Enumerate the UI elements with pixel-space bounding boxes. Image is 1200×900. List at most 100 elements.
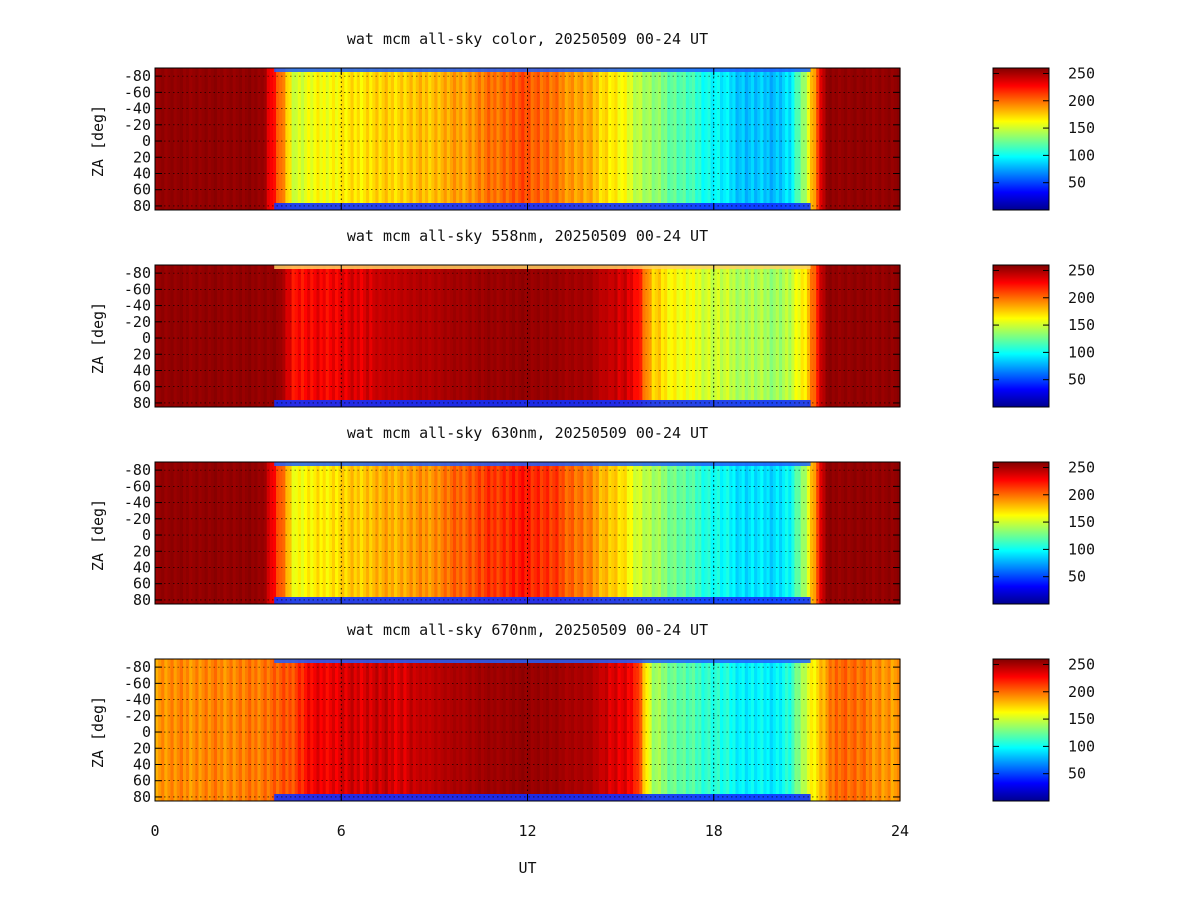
heatmap-column <box>589 462 594 604</box>
heatmap-column <box>688 68 693 210</box>
heatmap-column <box>546 265 550 407</box>
heatmap-column <box>692 659 696 801</box>
heatmap-column <box>238 68 243 210</box>
heatmap-column <box>797 462 802 604</box>
heatmap-column <box>456 68 460 210</box>
heatmap-column <box>716 68 721 210</box>
heatmap-column <box>598 659 603 801</box>
heatmap-column <box>598 265 603 407</box>
heatmap-column <box>825 265 830 407</box>
heatmap-column <box>468 659 473 801</box>
heatmap-column <box>583 659 588 801</box>
heatmap-column <box>369 659 373 801</box>
heatmap-column <box>887 68 892 210</box>
heatmap-column <box>617 462 622 604</box>
heatmap-column <box>614 462 619 604</box>
heatmap-column <box>881 659 886 801</box>
heatmap-column <box>397 265 401 407</box>
heatmap-column <box>446 68 451 210</box>
heatmap-column <box>859 68 864 210</box>
heatmap-column <box>769 462 774 604</box>
heatmap-column <box>198 68 203 210</box>
heatmap-column <box>660 462 665 604</box>
heatmap-column <box>179 68 184 210</box>
heatmap-column <box>664 265 668 407</box>
heatmap-column <box>747 659 752 801</box>
y-tick-label: -20 <box>124 510 151 528</box>
heatmap-column <box>164 462 169 604</box>
heatmap-column <box>493 462 498 604</box>
panel-1: wat mcm all-sky color, 20250509 00-24 UT… <box>89 30 1095 215</box>
heatmap-column <box>719 265 724 407</box>
heatmap-column <box>813 462 817 604</box>
heatmap-column <box>636 68 640 210</box>
heatmap-column <box>186 68 190 210</box>
heatmap-column <box>347 659 352 801</box>
heatmap-column <box>356 265 361 407</box>
heatmap-column <box>800 659 805 801</box>
heatmap-column <box>757 68 761 210</box>
heatmap-column <box>269 462 274 604</box>
heatmap-column <box>251 265 255 407</box>
heatmap-column <box>841 265 845 407</box>
heatmap-column <box>589 265 594 407</box>
heatmap-column <box>623 659 628 801</box>
heatmap-column <box>176 68 181 210</box>
heatmap-column <box>521 265 525 407</box>
heatmap-column <box>738 462 743 604</box>
heatmap-column <box>648 462 653 604</box>
heatmap-column <box>198 462 203 604</box>
heatmap-column <box>626 462 631 604</box>
heatmap-column <box>896 462 901 604</box>
heatmap-column <box>893 462 898 604</box>
heatmap-column <box>307 462 311 604</box>
heatmap-column <box>431 68 435 210</box>
heatmap-column <box>533 265 538 407</box>
heatmap-column <box>412 659 417 801</box>
heatmap-column <box>645 265 650 407</box>
heatmap-column <box>304 68 308 210</box>
heatmap-column <box>331 659 336 801</box>
heatmap-column <box>710 462 715 604</box>
heatmap-column <box>490 659 494 801</box>
heatmap-column <box>847 265 851 407</box>
heatmap-column <box>443 659 448 801</box>
heatmap-column <box>440 265 445 407</box>
heatmap-column <box>294 68 299 210</box>
heatmap-column <box>850 265 855 407</box>
heatmap-column <box>707 68 712 210</box>
heatmap-column <box>397 659 401 801</box>
heatmap-column <box>611 659 616 801</box>
heatmap-column <box>629 659 634 801</box>
y-tick-label: 60 <box>133 181 151 199</box>
heatmap-column <box>223 265 227 407</box>
heatmap-column <box>583 68 588 210</box>
heatmap-column <box>704 659 709 801</box>
y-tick-label: 40 <box>133 164 151 182</box>
heatmap-column <box>816 462 820 604</box>
horizon-band-bottom <box>274 794 811 801</box>
heatmap-column <box>704 265 709 407</box>
heatmap-column <box>642 462 647 604</box>
heatmap-column <box>524 265 529 407</box>
heatmap-column <box>480 659 485 801</box>
heatmap-column <box>890 659 895 801</box>
heatmap-column <box>546 68 550 210</box>
heatmap-column <box>552 265 557 407</box>
heatmap-column <box>751 462 755 604</box>
heatmap-column <box>362 659 367 801</box>
heatmap-column <box>263 265 268 407</box>
heatmap-column <box>645 659 650 801</box>
heatmap-column <box>602 659 606 801</box>
heatmap-column <box>300 265 305 407</box>
heatmap-column <box>409 659 414 801</box>
heatmap-column <box>695 659 699 801</box>
heatmap-column <box>763 659 768 801</box>
heatmap-column <box>868 659 873 801</box>
heatmap-column <box>307 659 311 801</box>
heatmap-column <box>809 265 814 407</box>
heatmap-column <box>611 68 616 210</box>
heatmap-column <box>204 659 209 801</box>
grid-lines <box>155 265 900 407</box>
heatmap-column <box>316 659 321 801</box>
